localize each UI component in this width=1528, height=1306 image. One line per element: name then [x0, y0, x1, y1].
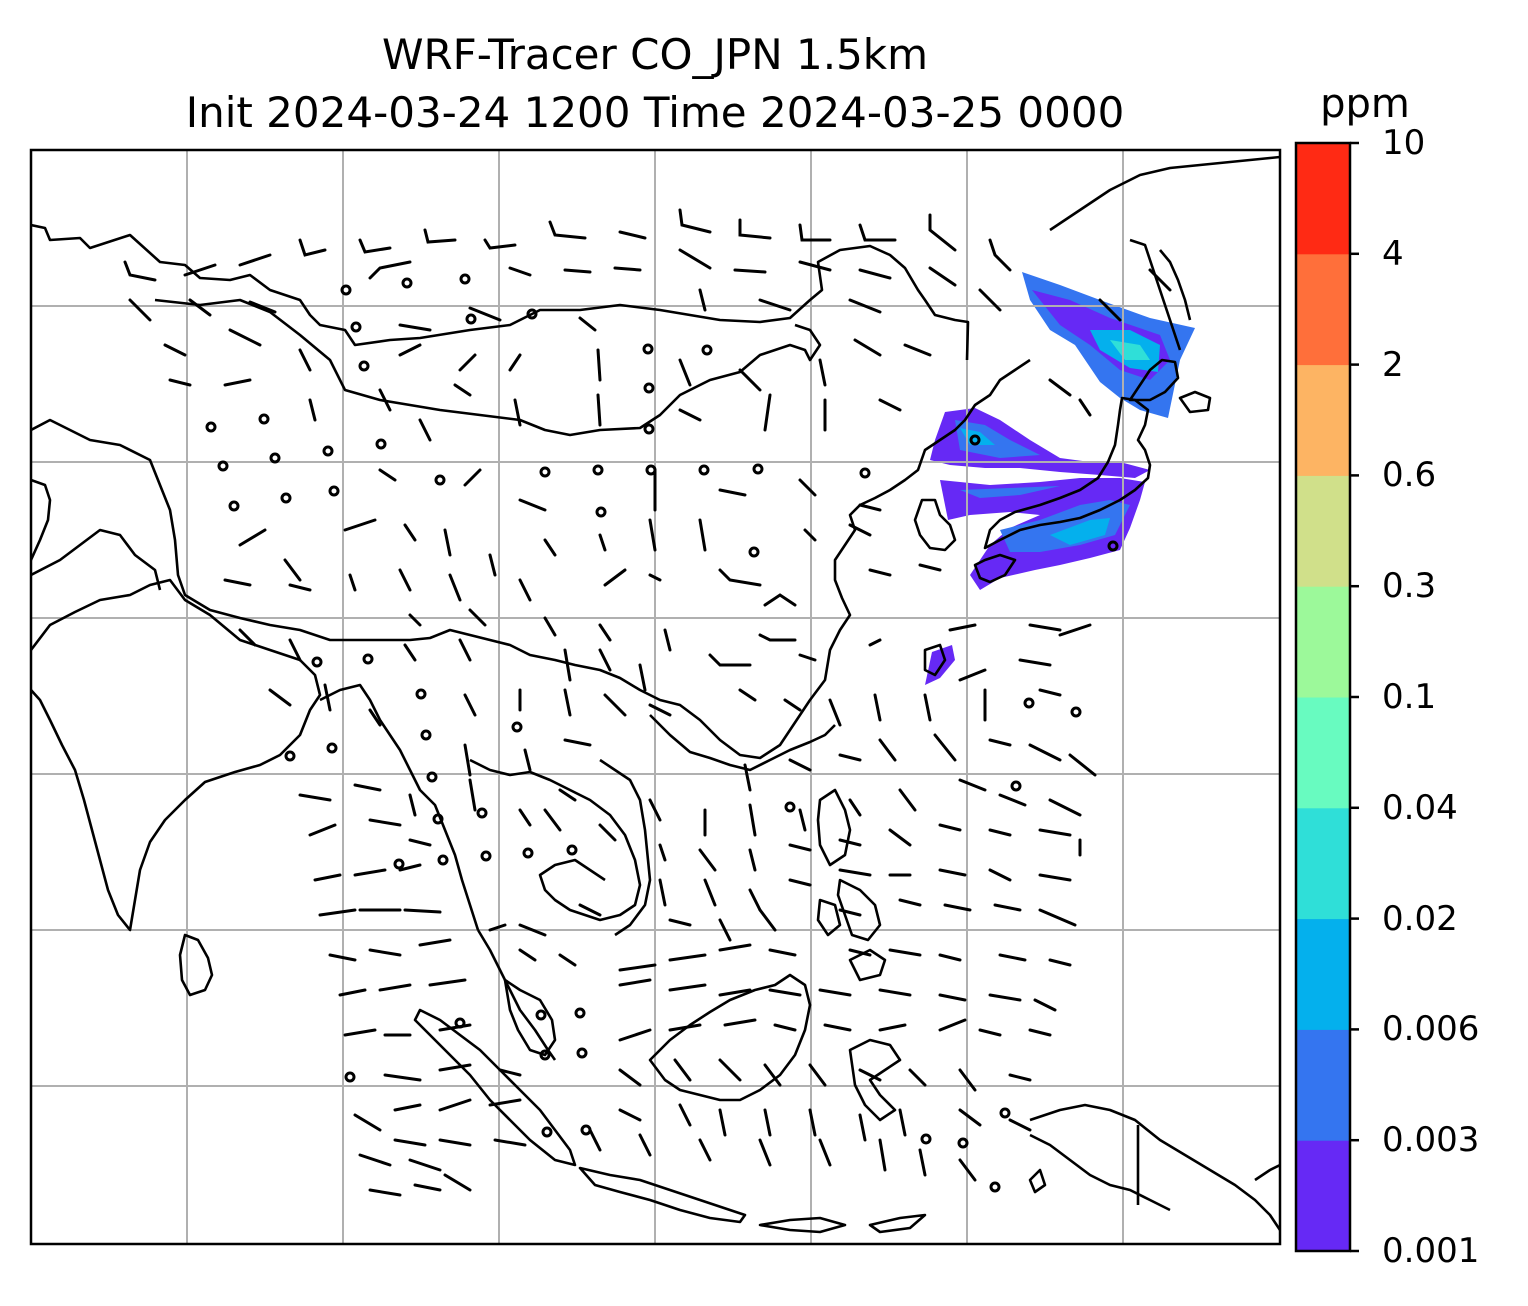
calm-wind-markers: [205, 273, 1119, 1193]
colorbar-segment: [1296, 586, 1350, 698]
colorbar-tick-label: 0.6: [1382, 455, 1437, 496]
colorbar-segment: [1296, 475, 1350, 587]
colorbar-segment: [1296, 697, 1350, 809]
colorbar-tick-label: 10: [1382, 123, 1426, 163]
colorbar-segment: [1296, 1029, 1350, 1141]
colorbar-segment: [1296, 364, 1350, 476]
colorbar-tick-label: 0.02: [1382, 898, 1458, 939]
colorbar-tick-label: 0.04: [1382, 787, 1458, 828]
wind-barbs: [123, 208, 1172, 1197]
colorbar-tick-label: 0.006: [1382, 1009, 1480, 1050]
colorbar-tick-label: 0.3: [1382, 566, 1437, 607]
colorbar: [1294, 141, 1359, 1253]
co-plume: [925, 272, 1195, 685]
colorbar-tick-label: 2: [1382, 344, 1404, 385]
colorbar-segment: [1296, 807, 1350, 920]
colorbar-tick-label: 0.001: [1382, 1231, 1480, 1271]
colorbar-tick-label: 4: [1382, 233, 1404, 274]
coastlines: [31, 155, 1280, 1234]
colorbar-segment: [1296, 143, 1350, 255]
colorbar-tick-label: 0.003: [1382, 1120, 1480, 1161]
map-frame: [29, 148, 1282, 1246]
colorbar-unit-label: ppm: [1320, 81, 1410, 127]
colorbar-segment: [1296, 918, 1350, 1030]
colorbar-segment: [1296, 253, 1350, 366]
map-area: [31, 150, 1280, 1244]
map-title-line1: WRF-Tracer CO_JPN 1.5km: [381, 30, 929, 79]
map-title-line2: Init 2024-03-24 1200 Time 2024-03-25 000…: [185, 88, 1125, 137]
colorbar-tick-label: 0.1: [1382, 677, 1437, 717]
colorbar-segment: [1296, 1140, 1350, 1252]
